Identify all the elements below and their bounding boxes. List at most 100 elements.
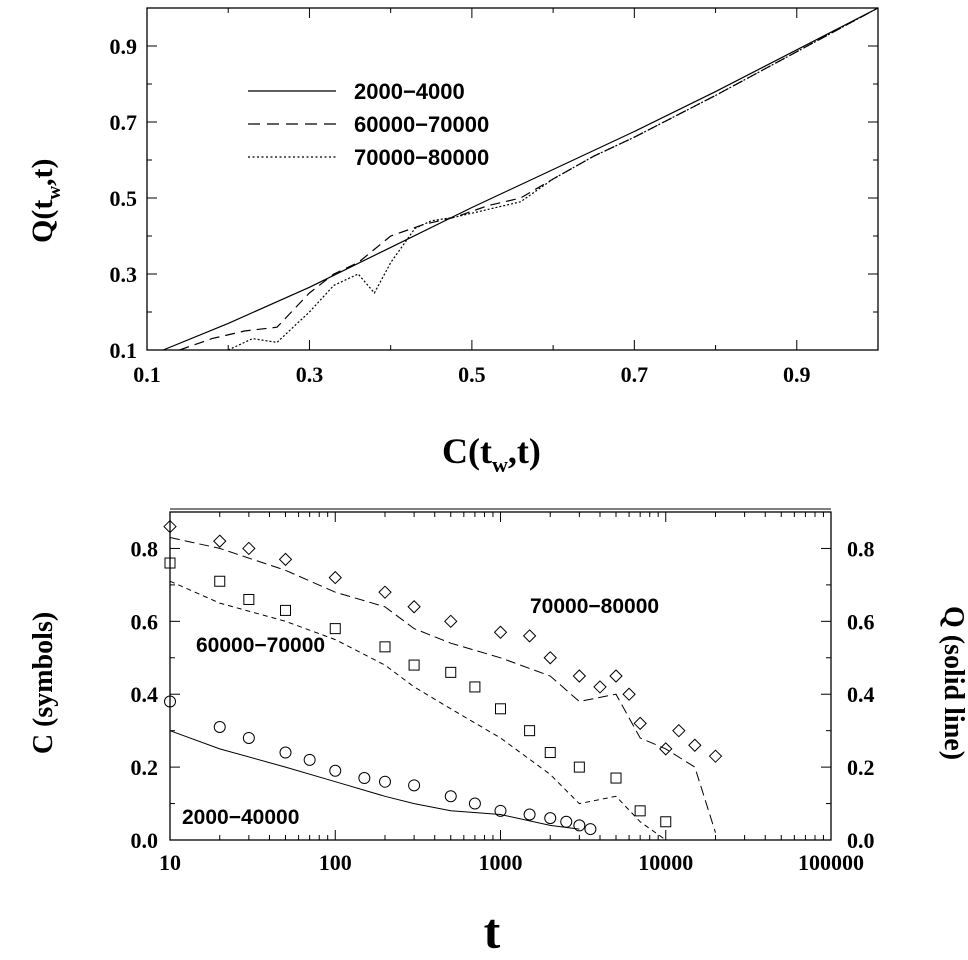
y-label-subscript: w <box>44 186 65 200</box>
x-label-main: C(t <box>442 431 492 471</box>
square-marker <box>610 772 622 784</box>
bottom-tick-labels: 10 100 1000 10000 1000000.00.20.40.60.80.00.… <box>131 536 875 875</box>
circle-marker <box>584 823 597 836</box>
square-marker <box>544 747 556 759</box>
top-panel: 0.1 0.3 0.5 0.7 0.9 0.1 0.3 0.5 0.7 0.9 2000−4000… <box>26 7 879 477</box>
legend-label: 2000−4000 <box>354 79 465 104</box>
x-tick-label: 10000 <box>638 850 693 875</box>
y-tick-label: 0.3 <box>110 262 138 287</box>
square-marker <box>329 623 341 635</box>
y-tick-label: 0.0 <box>131 828 159 853</box>
top-tick-labels: 0.1 0.3 0.5 0.7 0.9 0.1 0.3 0.5 0.7 0.9 <box>110 34 811 387</box>
y-label-end: ,t) <box>26 158 59 185</box>
y-tick-label-right: 0.4 <box>847 682 875 707</box>
square-marker <box>445 666 457 678</box>
circle-marker <box>358 772 371 785</box>
diamond-marker <box>708 749 723 763</box>
top-y-axis-label: Q(tw,t) <box>26 158 65 243</box>
bottom-series <box>163 519 723 841</box>
diamond-marker <box>407 600 421 614</box>
diamond-marker <box>328 570 342 585</box>
legend-label: 70000−80000 <box>354 145 489 170</box>
top-ticks <box>146 7 879 351</box>
top-legend: 2000−4000 60000−70000 70000−80000 <box>248 79 489 170</box>
diamond-marker <box>688 738 702 752</box>
annotation-70000-80000: 70000−80000 <box>530 595 659 618</box>
top-plot-frame <box>146 7 879 351</box>
circle-marker <box>560 815 573 828</box>
circle-marker <box>213 721 226 734</box>
square-marker <box>495 703 506 715</box>
circle-marker <box>378 775 391 788</box>
square-marker <box>408 659 420 671</box>
bottom-x-axis-label: t <box>484 903 501 959</box>
square-marker <box>634 805 646 817</box>
square-marker <box>660 816 672 828</box>
x-tick-label: 0.5 <box>458 362 486 387</box>
diamond-marker <box>622 687 636 701</box>
square-marker <box>214 575 226 587</box>
x-tick-label: 0.7 <box>621 362 649 387</box>
diamond-marker <box>572 669 587 683</box>
bottom-plot-frame <box>169 511 832 841</box>
square-marker <box>379 641 391 653</box>
y-label-main: Q(t <box>26 200 59 243</box>
diamond-marker <box>543 651 557 665</box>
y-tick-label: 0.5 <box>110 186 138 211</box>
diamond-marker <box>213 534 227 548</box>
y-tick-label: 0.8 <box>131 536 159 561</box>
y-tick-label: 0.1 <box>110 338 138 363</box>
circle-marker <box>444 790 457 803</box>
diamond-marker <box>609 669 623 683</box>
x-tick-label: 100000 <box>798 850 864 875</box>
diamond-marker <box>378 585 392 599</box>
diamond-marker <box>493 625 508 639</box>
y-tick-label-right: 0.8 <box>847 536 875 561</box>
diamond-marker <box>633 716 647 731</box>
diamond-marker <box>163 519 177 534</box>
top-series <box>162 7 879 351</box>
square-marker <box>164 557 176 569</box>
diamond-marker <box>659 742 673 756</box>
y-tick-label: 0.6 <box>131 609 159 634</box>
x-label-end: ,t) <box>508 431 541 471</box>
x-tick-label: 0.9 <box>783 362 811 387</box>
x-tick-label: 10 <box>159 850 181 875</box>
bottom-left-y-axis-label: C (symbols) <box>28 612 59 754</box>
diamond-marker <box>278 552 293 567</box>
q-line <box>169 537 716 833</box>
circle-marker <box>523 808 536 821</box>
y-tick-label: 0.7 <box>110 110 138 135</box>
y-tick-label-right: 0.0 <box>847 828 875 853</box>
diamond-marker <box>672 723 686 738</box>
circle-marker <box>494 804 507 817</box>
top-x-axis-label: C(tw,t) <box>442 431 541 477</box>
bottom-panel: 10 100 1000 10000 1000000.00.20.40.60.80.00.… <box>28 508 968 959</box>
bottom-right-y-axis-label: Q (solid line) <box>938 606 968 760</box>
series-line-dotted <box>227 7 879 351</box>
diamond-marker <box>242 541 256 556</box>
circle-marker <box>573 819 586 832</box>
circle-marker <box>303 753 316 766</box>
bottom-ticks <box>169 512 831 841</box>
y-tick-label-right: 0.6 <box>847 609 875 634</box>
circle-marker <box>408 779 421 792</box>
annotation-60000-70000: 60000−70000 <box>196 634 325 657</box>
y-tick-label: 0.2 <box>131 755 159 780</box>
square-marker <box>573 761 585 773</box>
square-marker <box>524 725 536 737</box>
annotation-2000-40000: 2000−40000 <box>182 806 299 829</box>
circle-marker <box>329 764 342 777</box>
x-tick-label: 1000 <box>479 850 523 875</box>
q-line <box>169 730 580 830</box>
circle-marker <box>468 797 481 810</box>
diamond-marker <box>444 614 458 629</box>
x-label-subscript: w <box>492 452 508 477</box>
square-marker <box>469 681 481 693</box>
y-tick-label-right: 0.2 <box>847 755 875 780</box>
circle-marker <box>242 731 255 744</box>
circle-marker <box>544 812 557 825</box>
y-tick-label: 0.4 <box>131 682 159 707</box>
q-line <box>169 580 667 841</box>
